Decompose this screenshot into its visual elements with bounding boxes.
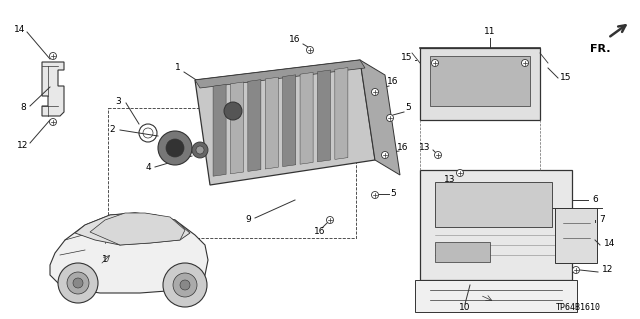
Polygon shape — [75, 213, 190, 245]
Circle shape — [326, 217, 333, 224]
Circle shape — [180, 280, 190, 290]
Text: 12: 12 — [17, 140, 29, 150]
Text: 5: 5 — [405, 103, 411, 113]
Bar — [435, 242, 490, 262]
Text: FR.: FR. — [589, 44, 611, 54]
Circle shape — [58, 263, 98, 303]
Circle shape — [381, 152, 388, 159]
Text: 16: 16 — [397, 144, 409, 152]
Bar — [420, 48, 540, 120]
Circle shape — [307, 47, 314, 54]
Circle shape — [73, 278, 83, 288]
Bar — [435, 182, 552, 227]
Text: 16: 16 — [289, 35, 301, 44]
Text: 10: 10 — [460, 303, 471, 313]
Text: 14: 14 — [604, 239, 616, 248]
Bar — [430, 56, 530, 106]
Text: 12: 12 — [602, 265, 614, 275]
Circle shape — [196, 146, 204, 154]
Circle shape — [371, 191, 378, 198]
Circle shape — [49, 53, 56, 60]
Text: 16: 16 — [314, 227, 326, 236]
Circle shape — [371, 88, 378, 95]
Text: 16: 16 — [387, 78, 399, 86]
Text: TP64B1610: TP64B1610 — [556, 303, 600, 313]
Text: 14: 14 — [14, 26, 26, 34]
Polygon shape — [335, 68, 348, 160]
Text: 15: 15 — [560, 73, 572, 83]
Text: 4: 4 — [145, 164, 151, 173]
Circle shape — [387, 115, 394, 122]
Polygon shape — [248, 80, 261, 171]
Circle shape — [573, 266, 579, 273]
Circle shape — [67, 272, 89, 294]
Circle shape — [163, 263, 207, 307]
Bar — [108, 108, 356, 238]
Text: 13: 13 — [444, 175, 456, 184]
Polygon shape — [50, 213, 208, 293]
Circle shape — [456, 169, 463, 176]
Circle shape — [431, 60, 438, 66]
Circle shape — [522, 60, 529, 66]
Bar — [555, 208, 597, 263]
Circle shape — [192, 142, 208, 158]
Circle shape — [173, 273, 197, 297]
Polygon shape — [195, 60, 365, 88]
Circle shape — [224, 102, 242, 120]
Polygon shape — [283, 75, 296, 167]
Text: 1: 1 — [102, 256, 108, 264]
Polygon shape — [213, 85, 226, 176]
Circle shape — [166, 139, 184, 157]
Text: 13: 13 — [419, 144, 431, 152]
Bar — [415, 280, 577, 312]
Polygon shape — [360, 60, 400, 175]
Polygon shape — [230, 82, 243, 174]
Polygon shape — [195, 60, 375, 185]
Polygon shape — [90, 213, 185, 245]
Text: 3: 3 — [115, 98, 121, 107]
Text: 11: 11 — [484, 27, 496, 36]
Circle shape — [435, 152, 442, 159]
Polygon shape — [42, 62, 64, 116]
Text: 6: 6 — [592, 196, 598, 204]
Text: 15: 15 — [401, 54, 413, 63]
Text: 9: 9 — [245, 216, 251, 225]
Text: 1: 1 — [175, 63, 181, 72]
Text: 7: 7 — [599, 216, 605, 225]
Circle shape — [49, 118, 56, 125]
Polygon shape — [317, 70, 330, 162]
Bar — [420, 170, 572, 280]
Polygon shape — [300, 72, 313, 164]
Text: 2: 2 — [109, 125, 115, 135]
Polygon shape — [265, 77, 278, 169]
Text: 8: 8 — [20, 103, 26, 113]
Text: 5: 5 — [390, 189, 396, 198]
Circle shape — [158, 131, 192, 165]
